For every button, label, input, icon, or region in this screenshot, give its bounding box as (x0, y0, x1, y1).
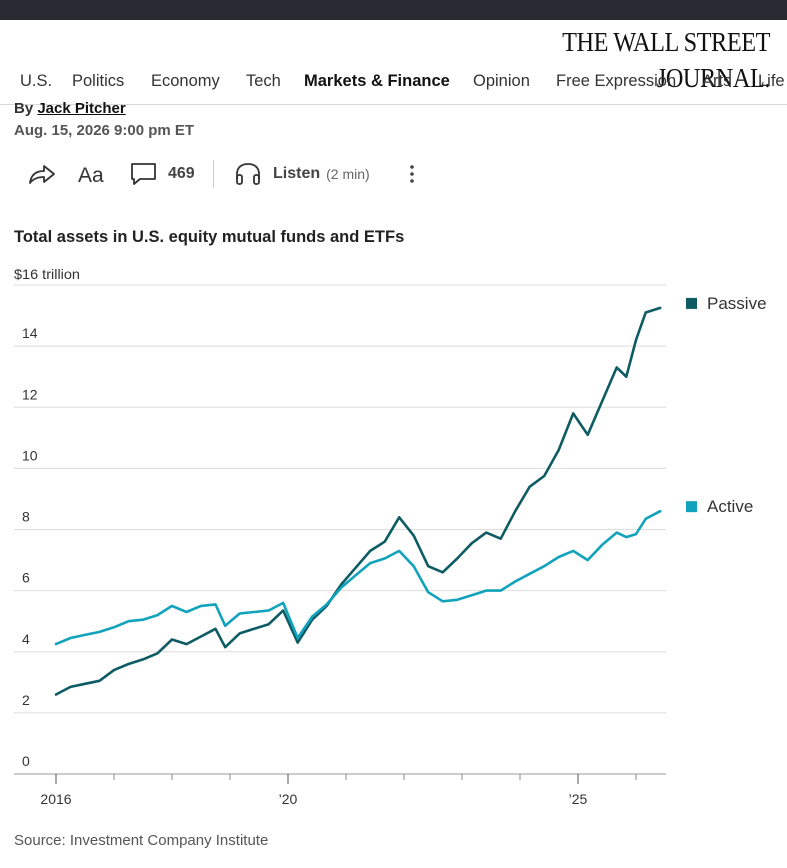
nav-item-economy[interactable]: Economy (151, 72, 220, 90)
top-bar (0, 0, 787, 20)
share-icon (28, 162, 56, 186)
nav-item-markets-finance[interactable]: Markets & Finance (304, 72, 450, 90)
author-link[interactable]: Jack Pitcher (37, 100, 126, 117)
legend-label-passive: Passive (707, 294, 767, 313)
headphones-icon (234, 162, 262, 186)
comments-button[interactable]: 469 (130, 152, 195, 196)
legend-label-active: Active (707, 497, 753, 516)
nav-item-life[interactable]: Life (758, 72, 785, 90)
listen-label: Listen (273, 165, 321, 182)
chart-source: Source: Investment Company Institute (14, 832, 269, 849)
masthead-logo[interactable]: THE WALL STREET JOURNAL. (562, 27, 770, 93)
text-size-button[interactable]: Aa (78, 152, 108, 196)
y-tick-label: 8 (22, 509, 30, 525)
svg-text:Aa: Aa (78, 164, 104, 186)
publish-date: Aug. 15, 2026 9:00 pm ET (14, 122, 195, 139)
chart-title: Total assets in U.S. equity mutual funds… (14, 228, 405, 246)
x-tick-label: ’20 (279, 791, 298, 807)
y-tick-label: 10 (22, 447, 38, 463)
y-axis-unit-label: $16 trillion (14, 266, 80, 282)
article-toolbar: Aa 469 Listen (2 min) (14, 152, 434, 196)
line-chart: 0 2 4 6 8 10 12 14 $16 trillion 2016 ’20 ’25 Passive… (14, 266, 767, 807)
byline-prefix: By (14, 100, 38, 117)
nav-item-opinion[interactable]: Opinion (473, 72, 530, 90)
section-nav: U.S. Politics Economy Tech Markets & Fin… (0, 66, 787, 105)
comment-icon (130, 161, 158, 187)
nav-item-politics[interactable]: Politics (72, 72, 125, 90)
legend-swatch-active (686, 501, 697, 513)
listen-duration: (2 min) (326, 166, 370, 182)
y-tick-label: 4 (22, 631, 30, 647)
y-tick-label: 2 (22, 692, 30, 708)
x-tick-label: ’25 (569, 791, 588, 807)
toolbar-divider (213, 160, 214, 188)
more-options-button[interactable] (408, 152, 416, 196)
y-tick-label: 6 (22, 570, 30, 586)
y-tick-label: 12 (22, 386, 38, 402)
nav-item-tech[interactable]: Tech (246, 72, 281, 90)
byline: By Jack Pitcher (14, 100, 126, 117)
series-line-active (54, 509, 662, 646)
legend-swatch-passive (686, 297, 697, 309)
text-size-icon: Aa (78, 162, 108, 186)
x-tick-label: 2016 (40, 791, 71, 807)
nav-item-us[interactable]: U.S. (20, 72, 53, 90)
listen-button[interactable]: Listen (2 min) (234, 152, 370, 196)
y-tick-label: 14 (22, 325, 38, 341)
share-button[interactable] (28, 152, 56, 196)
more-icon (408, 162, 416, 186)
series-line-passive (54, 306, 662, 696)
nav-item-arts[interactable]: Arts (702, 72, 732, 90)
comment-count: 469 (168, 165, 195, 182)
y-tick-label: 0 (22, 753, 30, 769)
nav-item-free-expression[interactable]: Free Expression (556, 72, 677, 90)
